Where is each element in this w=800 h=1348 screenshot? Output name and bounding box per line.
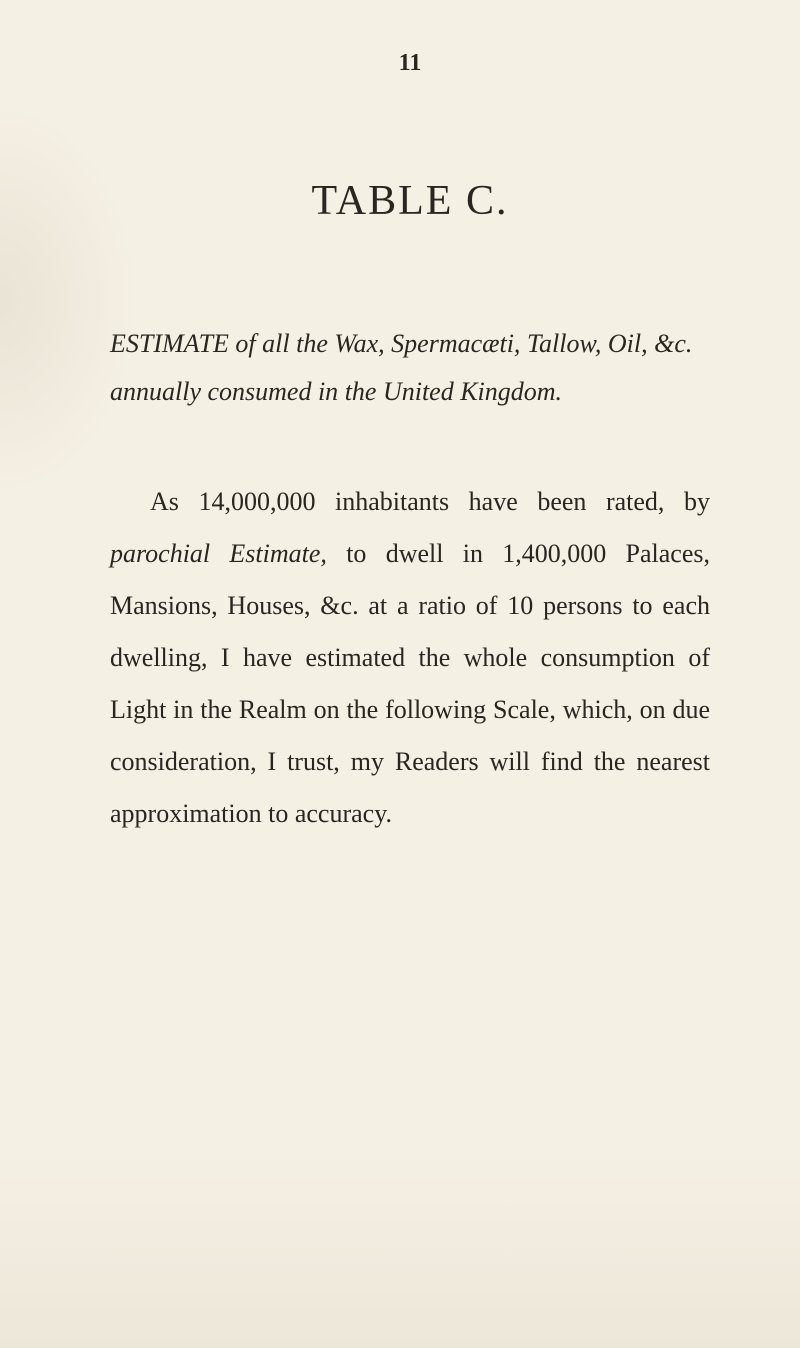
page-number: 11 [110, 50, 710, 77]
body-text-span: As 14,000,000 inhabitants have been rate… [150, 487, 710, 516]
table-title: TABLE C. [110, 177, 710, 225]
body-italic-span: parochial Estimate, [110, 539, 327, 568]
estimate-heading: ESTIMATE of all the Wax, Spermacæti, Tal… [110, 320, 710, 416]
body-text-span: to dwell in 1,400,000 Palaces, Mansions,… [110, 539, 710, 828]
heading-line1-rest: of all the Wax, Spermacæti, [229, 329, 521, 358]
heading-line3: the United Kingdom. [345, 377, 562, 406]
body-paragraph: As 14,000,000 inhabitants have been rate… [110, 476, 710, 840]
paper-stain-bottom [0, 1148, 800, 1348]
heading-prefix: ESTIMATE [110, 329, 229, 358]
document-page: 11 TABLE C. ESTIMATE of all the Wax, Spe… [0, 0, 800, 900]
